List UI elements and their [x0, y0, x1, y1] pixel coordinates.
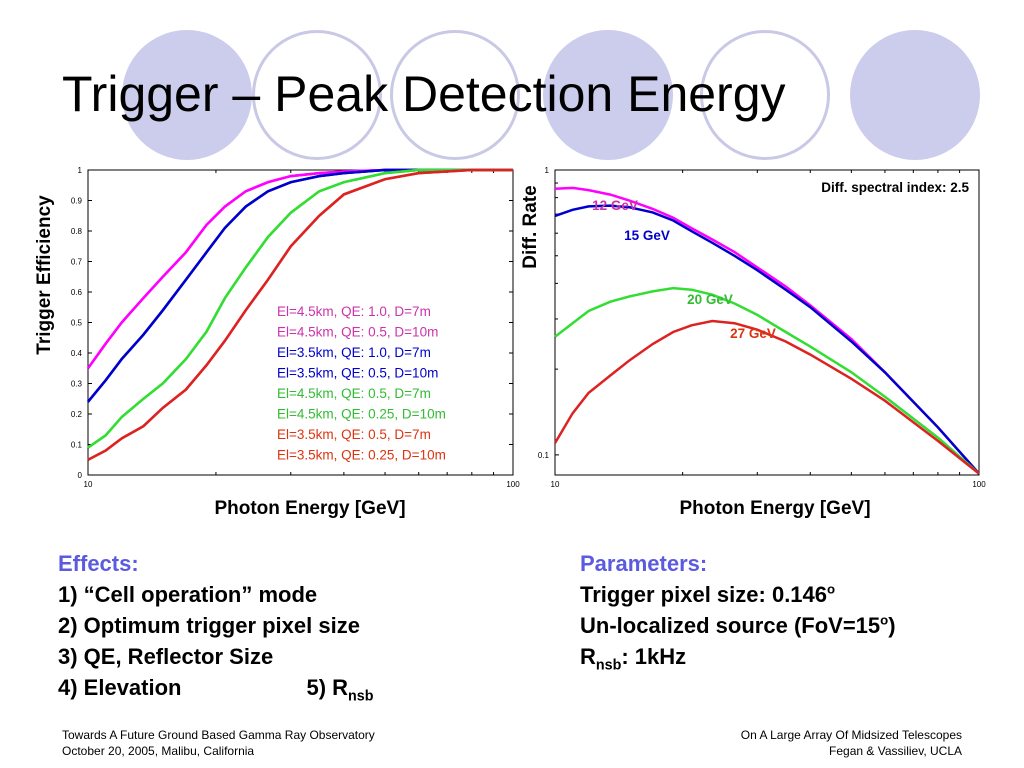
- decor-ring-3: [700, 30, 830, 160]
- right-series-label-1: 12 GeV: [592, 198, 638, 213]
- left-legend-entry-1: El=4.5km, QE: 1.0, D=7m: [277, 304, 431, 319]
- effects-heading: Effects:: [58, 551, 139, 576]
- rnsb-value: : 1kHz: [621, 644, 687, 669]
- effects-item-4: 4) Elevation: [58, 675, 182, 700]
- left-ytick-label: 0.6: [71, 288, 83, 297]
- left-ytick-label: 1: [78, 166, 83, 175]
- fov-text: Un-localized source (FoV=15: [580, 613, 881, 638]
- right-xtick-label: 10: [551, 480, 560, 489]
- parameters-line-1: Trigger pixel size: 0.146o: [580, 579, 896, 610]
- rnsb-prefix: R: [580, 644, 596, 669]
- rnsb-sub: nsb: [595, 657, 622, 674]
- left-ytick-label: 0: [78, 471, 83, 480]
- left-chart-xlabel: Photon Energy [GeV]: [214, 498, 406, 519]
- decor-ring-2: [390, 30, 520, 160]
- effects-block: Effects: 1) “Cell operation” mode 2) Opt…: [58, 548, 374, 705]
- footer-left: Towards A Future Ground Based Gamma Ray …: [62, 727, 375, 759]
- page-title: Trigger – Peak Detection Energy: [62, 66, 786, 122]
- left-ytick-label: 0.7: [71, 258, 83, 267]
- right-series-line-2: [554, 204, 980, 475]
- degree-sup-1: o: [827, 581, 836, 597]
- spectral-index-annotation: Diff. spectral index: 2.5: [821, 180, 969, 195]
- fov-close: ): [888, 613, 896, 638]
- trigger-efficiency-chart: 0 0.1 0.2 0.3 0.4 0.5 0.6 0.7 0.8 0.9 1 10 100 El=4.5…: [71, 166, 520, 489]
- decor-circle-1: [122, 30, 252, 160]
- right-chart-xlabel: Photon Energy [GeV]: [679, 498, 871, 519]
- effects-item-4-row: 4) Elevation 5) Rnsb: [58, 672, 374, 705]
- footer-right-line-2: Fegan & Vassiliev, UCLA: [829, 744, 962, 758]
- right-series-label-2: 15 GeV: [624, 228, 670, 243]
- effects-item-3: 3) QE, Reflector Size: [58, 644, 274, 669]
- parameters-line-3: Rnsb: 1kHz: [580, 641, 896, 674]
- right-ytick-label: 0.1: [538, 451, 550, 460]
- parameters-block: Parameters: Trigger pixel size: 0.146o U…: [580, 548, 896, 674]
- effects-item-5: 5) R: [306, 675, 349, 700]
- footer-right-line-1: On A Large Array Of Midsized Telescopes: [740, 728, 962, 742]
- left-ytick-label: 0.9: [71, 197, 83, 206]
- right-series-label-4: 27 GeV: [730, 326, 776, 341]
- decor-circle-3: [850, 30, 980, 160]
- left-ytick-label: 0.1: [71, 441, 83, 450]
- right-series-line-3: [554, 286, 980, 475]
- left-ytick-label: 0.2: [71, 410, 83, 419]
- left-ytick-label: 0.8: [71, 227, 83, 236]
- diff-rate-chart: 0.1 1 10 100 Diff. spectral index: 2.5 12 GeV…: [538, 166, 986, 489]
- right-xtick-label: 100: [972, 480, 986, 489]
- left-legend-entry-5: El=4.5km, QE: 0.5, D=7m: [277, 386, 431, 401]
- right-ytick-label: 1: [545, 166, 550, 175]
- left-xtick-label: 10: [84, 480, 93, 489]
- left-ytick-label: 0.3: [71, 380, 83, 389]
- effects-item-2: 2) Optimum trigger pixel size: [58, 613, 360, 638]
- left-legend-entry-2: El=4.5km, QE: 0.5, D=10m: [277, 325, 438, 340]
- left-legend-entry-8: El=3.5km, QE: 0.25, D=10m: [277, 448, 446, 463]
- decor-circle-2: [543, 30, 673, 160]
- effects-item-1: 1) “Cell operation” mode: [58, 582, 318, 607]
- right-plot-frame: [554, 169, 980, 476]
- left-series-line-6: [87, 168, 513, 449]
- parameters-line-2: Un-localized source (FoV=15o): [580, 610, 896, 641]
- footer-right: On A Large Array Of Midsized Telescopes …: [741, 727, 962, 759]
- left-xtick-label: 100: [506, 480, 520, 489]
- left-ytick-label: 0.4: [71, 349, 83, 358]
- left-ytick-label: 0.5: [71, 319, 83, 328]
- left-series-line-8: [87, 168, 513, 461]
- degree-sup-2: o: [880, 612, 889, 628]
- pixel-size-text: Trigger pixel size: 0.146: [580, 582, 828, 607]
- right-series-line-4: [553, 319, 980, 475]
- footer-left-line-1: Towards A Future Ground Based Gamma Ray …: [62, 728, 375, 742]
- left-legend-entry-6: El=4.5km, QE: 0.25, D=10m: [277, 407, 446, 422]
- footer-left-line-2: October 20, 2005, Malibu, California: [62, 744, 255, 758]
- parameters-heading: Parameters:: [580, 551, 708, 576]
- decor-ring-1: [252, 30, 382, 160]
- left-series-line-4: [87, 168, 513, 403]
- effects-item-5-sub: nsb: [348, 688, 374, 705]
- left-legend-entry-7: El=3.5km, QE: 0.5, D=7m: [277, 427, 431, 442]
- left-legend-entry-3: El=3.5km, QE: 1.0, D=7m: [277, 345, 431, 360]
- right-series-label-3: 20 GeV: [687, 292, 733, 307]
- left-legend-entry-4: El=3.5km, QE: 0.5, D=10m: [277, 366, 438, 381]
